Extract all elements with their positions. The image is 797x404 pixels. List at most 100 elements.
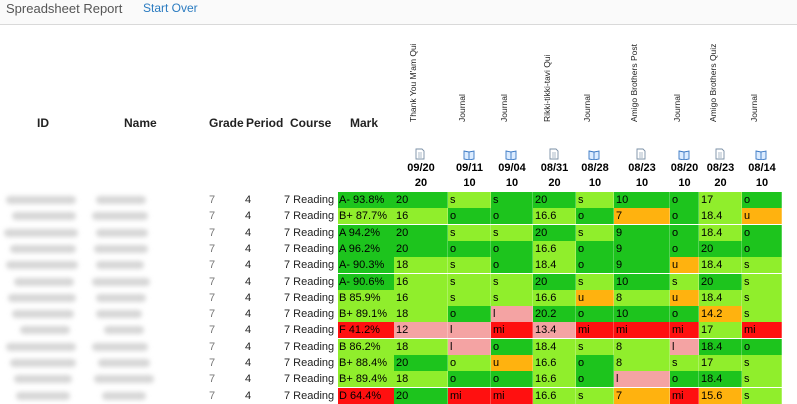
score-cell[interactable]: mi (491, 387, 533, 404)
mark-cell[interactable]: B+ 87.7% (338, 208, 394, 225)
score-cell[interactable]: mi (491, 322, 533, 339)
score-cell[interactable]: 16 (394, 289, 448, 306)
score-cell[interactable]: s (448, 192, 491, 208)
score-cell[interactable]: 18.4 (699, 257, 742, 274)
score-cell[interactable]: 20 (533, 224, 576, 241)
book-icon[interactable] (755, 147, 767, 161)
score-cell[interactable]: s (448, 273, 491, 290)
score-cell[interactable]: o (448, 306, 491, 323)
book-icon[interactable] (505, 147, 517, 161)
column-header-course[interactable]: Course (290, 116, 332, 130)
score-cell[interactable]: s (491, 273, 533, 290)
score-cell[interactable]: 20 (394, 224, 448, 241)
assignment-header-8[interactable]: Amigo Brothers Quiz 08/23 20 (705, 40, 737, 192)
score-cell[interactable]: 16 (394, 208, 448, 225)
score-cell[interactable]: 18 (394, 371, 448, 388)
score-cell[interactable]: 20 (394, 240, 448, 257)
mark-cell[interactable]: A- 90.3% (338, 257, 394, 274)
score-cell[interactable]: 16.6 (533, 355, 576, 371)
mark-cell[interactable]: B+ 89.1% (338, 306, 394, 323)
score-cell[interactable]: o (448, 371, 491, 388)
score-cell[interactable]: 18.4 (699, 289, 742, 306)
score-cell[interactable]: 10 (614, 306, 670, 323)
assignment-header-5[interactable]: Journal 08/28 10 (579, 40, 611, 192)
score-cell[interactable]: o (576, 306, 614, 323)
score-cell[interactable]: l (670, 338, 699, 355)
score-cell[interactable]: s (448, 289, 491, 306)
score-cell[interactable]: 8 (614, 338, 670, 355)
score-cell[interactable]: 17 (699, 355, 742, 371)
score-cell[interactable]: l (614, 371, 670, 388)
score-cell[interactable]: 8 (614, 355, 670, 371)
assignment-header-1[interactable]: Thank You M'am Qui 09/20 20 (405, 40, 437, 192)
score-cell[interactable]: 18.4 (699, 338, 742, 355)
score-cell[interactable]: mi (614, 322, 670, 339)
score-cell[interactable]: s (742, 257, 782, 274)
score-cell[interactable]: s (491, 224, 533, 241)
assignment-header-2[interactable]: Journal 09/11 10 (454, 40, 486, 192)
book-icon[interactable] (678, 147, 690, 161)
score-cell[interactable]: 20 (699, 240, 742, 257)
mark-cell[interactable]: A- 90.6% (338, 273, 394, 290)
score-cell[interactable]: mi (448, 387, 491, 404)
assignment-header-9[interactable]: Journal 08/14 10 (746, 40, 778, 192)
mark-cell[interactable]: B+ 89.4% (338, 371, 394, 388)
score-cell[interactable]: u (491, 355, 533, 371)
score-cell[interactable]: o (670, 306, 699, 323)
score-cell[interactable]: 17 (699, 192, 742, 208)
score-cell[interactable]: u (670, 289, 699, 306)
mark-cell[interactable]: B 86.2% (338, 338, 394, 355)
score-cell[interactable]: 18.4 (533, 338, 576, 355)
assignment-header-3[interactable]: Journal 09/04 10 (496, 40, 528, 192)
score-cell[interactable]: s (448, 257, 491, 274)
score-cell[interactable]: o (491, 208, 533, 225)
score-cell[interactable]: u (742, 208, 782, 225)
score-cell[interactable]: 9 (614, 240, 670, 257)
score-cell[interactable]: s (576, 387, 614, 404)
score-cell[interactable]: 20 (699, 273, 742, 290)
score-cell[interactable]: s (576, 192, 614, 208)
column-header-grade[interactable]: Grade (209, 116, 244, 130)
score-cell[interactable]: o (742, 224, 782, 241)
score-cell[interactable]: o (670, 208, 699, 225)
score-cell[interactable]: o (448, 240, 491, 257)
score-cell[interactable]: o (670, 192, 699, 208)
score-cell[interactable]: l (491, 306, 533, 323)
score-cell[interactable]: s (670, 355, 699, 371)
column-header-period[interactable]: Period (246, 116, 284, 130)
score-cell[interactable]: 10 (614, 192, 670, 208)
score-cell[interactable]: 16.6 (533, 371, 576, 388)
score-cell[interactable]: s (742, 355, 782, 371)
score-cell[interactable]: 20 (533, 192, 576, 208)
score-cell[interactable]: 16.6 (533, 240, 576, 257)
score-cell[interactable]: mi (742, 322, 782, 339)
score-cell[interactable]: o (742, 192, 782, 208)
mark-cell[interactable]: A- 93.8% (338, 192, 394, 208)
score-cell[interactable]: 16 (394, 273, 448, 290)
score-cell[interactable]: 18 (394, 306, 448, 323)
document-icon[interactable] (714, 147, 726, 160)
score-cell[interactable]: s (491, 192, 533, 208)
score-cell[interactable]: mi (670, 322, 699, 339)
score-cell[interactable]: u (670, 257, 699, 274)
mark-cell[interactable]: A 94.2% (338, 224, 394, 241)
score-cell[interactable]: 20 (394, 355, 448, 371)
document-icon[interactable] (414, 147, 426, 160)
start-over-link[interactable]: Start Over (143, 1, 198, 15)
score-cell[interactable]: s (742, 289, 782, 306)
score-cell[interactable]: 20 (533, 273, 576, 290)
score-cell[interactable]: l (448, 338, 491, 355)
score-cell[interactable]: 18.4 (699, 371, 742, 388)
score-cell[interactable]: 18.4 (533, 257, 576, 274)
assignment-header-4[interactable]: Rikki-tikki-tavi Qui 08/31 20 (539, 40, 571, 192)
score-cell[interactable]: o (576, 371, 614, 388)
